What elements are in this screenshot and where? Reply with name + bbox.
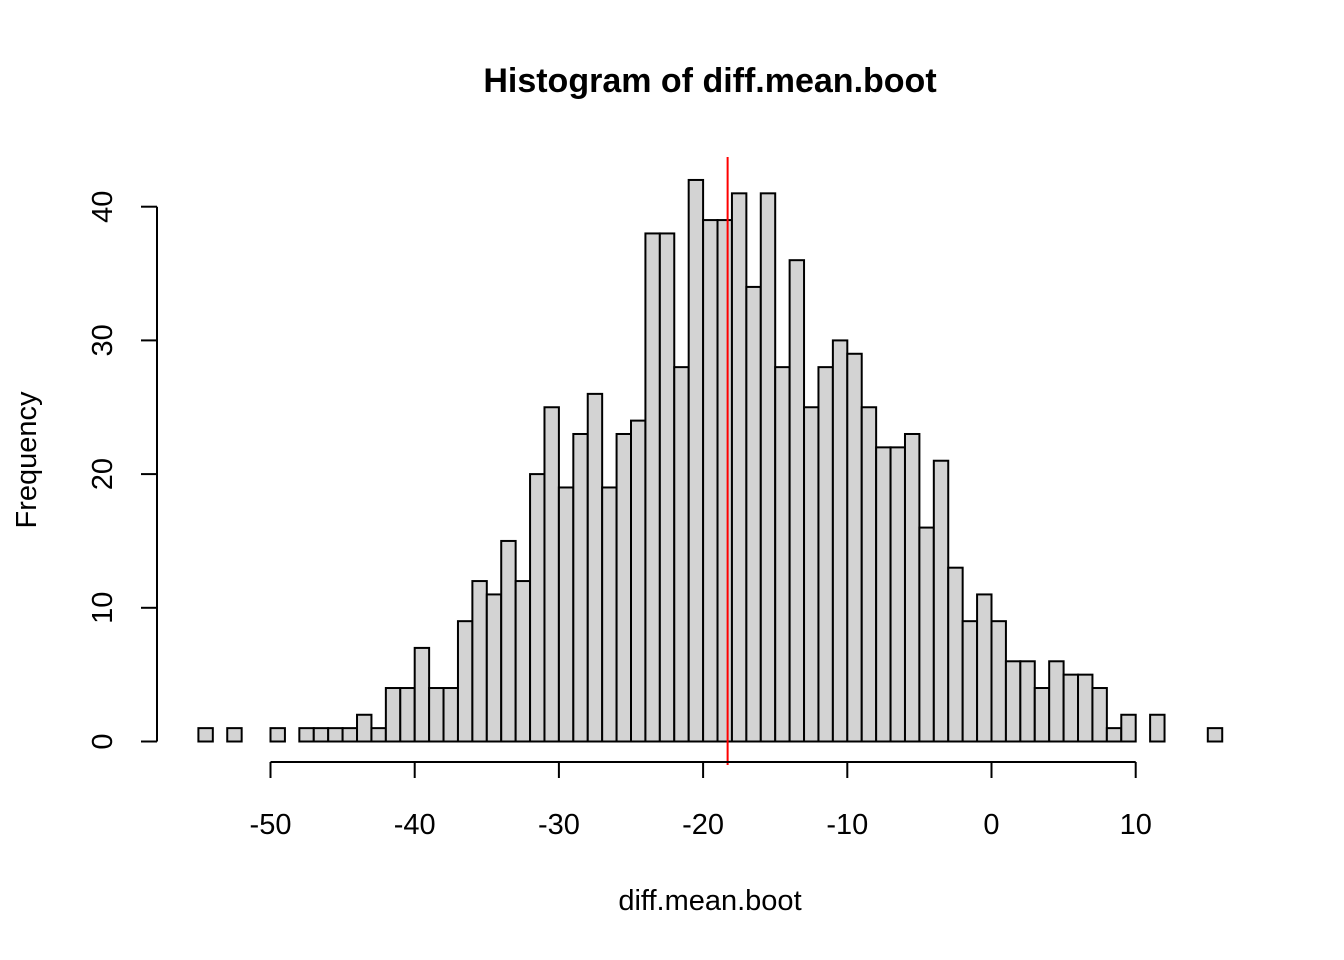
histogram-bar [774, 366, 791, 743]
histogram-bar [644, 232, 661, 743]
histogram-bar [1033, 687, 1051, 743]
histogram-bar [918, 526, 935, 743]
histogram-bar [1206, 727, 1224, 743]
histogram-bar [442, 687, 459, 743]
x-axis-label: diff.mean.boot [618, 885, 801, 917]
histogram-bar [327, 727, 344, 743]
x-tick-label: 10 [1120, 809, 1152, 841]
histogram-bar [298, 727, 315, 743]
histogram-bar [990, 620, 1007, 743]
histogram-bar [630, 419, 647, 743]
y-tick-label: 30 [87, 324, 119, 356]
histogram-bar [399, 687, 416, 743]
histogram-bar [687, 178, 705, 743]
y-tick-label: 20 [87, 458, 119, 490]
histogram-bar [370, 727, 387, 743]
histogram-bar [658, 232, 676, 743]
histogram-bar [817, 366, 834, 743]
histogram-bar [471, 580, 488, 743]
chart-title: Histogram of diff.mean.boot [483, 62, 936, 100]
histogram-bar [413, 646, 431, 743]
y-tick-label: 10 [87, 592, 119, 624]
y-axis: 0 10 20 30 40 [87, 191, 158, 750]
histogram-bar [976, 593, 993, 743]
histogram-bar [485, 593, 503, 743]
histogram-bar [932, 459, 950, 743]
histogram-bar [428, 687, 445, 743]
histogram-bar [1048, 660, 1065, 743]
histogram-bar [860, 406, 878, 743]
histogram-bar [875, 446, 892, 743]
histogram-bar [384, 687, 402, 743]
histogram-bar [889, 446, 906, 743]
histogram-bar [341, 727, 359, 743]
histogram-bar [702, 219, 719, 743]
histogram-bar [312, 727, 330, 743]
histogram-bar [226, 727, 243, 743]
histogram-bar [1149, 713, 1166, 743]
x-axis: -50 -40 -30 -20 -10 0 10 [250, 761, 1152, 841]
histogram-bar [601, 486, 618, 743]
histogram-bar [557, 486, 575, 743]
histogram-bar [356, 713, 373, 743]
x-tick-label: -40 [394, 809, 436, 841]
histogram-bar [197, 727, 214, 743]
x-tick-label: -30 [538, 809, 580, 841]
histogram-bar [947, 566, 964, 743]
histogram-bar [673, 366, 690, 743]
histogram-bar [831, 339, 849, 743]
histogram-bar [961, 620, 979, 743]
histogram-bar [759, 192, 777, 743]
histogram-bar [456, 620, 474, 743]
histogram-bar [788, 259, 806, 743]
histogram-bar [572, 432, 589, 743]
histogram-bar [903, 432, 921, 743]
histogram-bar [745, 285, 762, 743]
x-tick-label: -10 [826, 809, 868, 841]
histogram-bar [514, 580, 532, 743]
histogram-bar [730, 192, 748, 743]
histogram-bars [197, 178, 1224, 743]
histogram-bar [846, 352, 863, 743]
histogram-bar [1120, 713, 1137, 743]
histogram-bar [1091, 687, 1108, 743]
histogram-bar [1062, 673, 1080, 743]
histogram-bar [586, 392, 604, 743]
y-tick-label: 40 [87, 191, 119, 223]
histogram-bar [529, 473, 546, 743]
histogram-bar [803, 406, 820, 743]
histogram-bar [1004, 660, 1022, 743]
histogram-bar [500, 539, 517, 743]
histogram-bar [269, 727, 286, 743]
histogram-bar [1019, 660, 1036, 743]
x-tick-label: 0 [983, 809, 999, 841]
x-tick-label: -50 [250, 809, 292, 841]
y-tick-label: 0 [87, 733, 119, 749]
histogram-bar [716, 219, 733, 743]
histogram-bar [543, 406, 560, 743]
y-axis-label: Frequency [11, 391, 43, 529]
histogram-bar [1077, 673, 1094, 743]
histogram-bar [1105, 727, 1123, 743]
x-tick-label: -20 [682, 809, 724, 841]
histogram-bar [615, 432, 633, 743]
